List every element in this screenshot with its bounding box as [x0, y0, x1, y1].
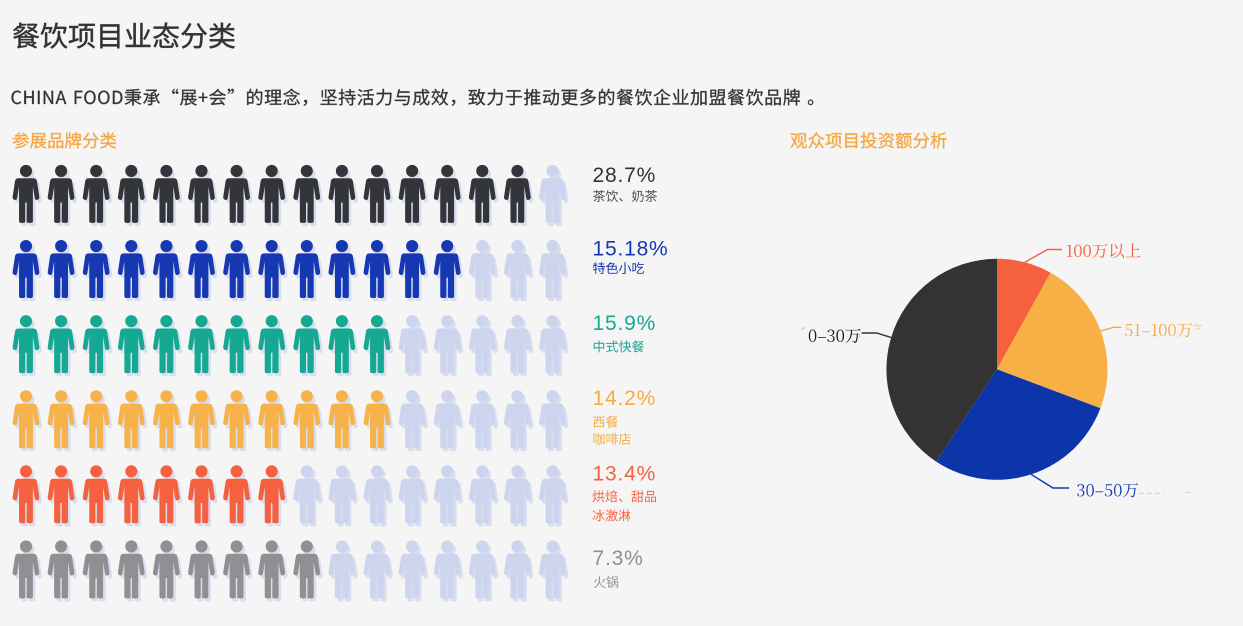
- svg-text:14.2%: 14.2%: [593, 387, 657, 410]
- svg-text:15.9%: 15.9%: [593, 312, 657, 335]
- svg-text:7.3%: 7.3%: [593, 547, 644, 570]
- svg-text:28.7%: 28.7%: [593, 164, 657, 187]
- svg-text:15.18%: 15.18%: [593, 237, 669, 260]
- svg-text:13.4%: 13.4%: [593, 463, 657, 486]
